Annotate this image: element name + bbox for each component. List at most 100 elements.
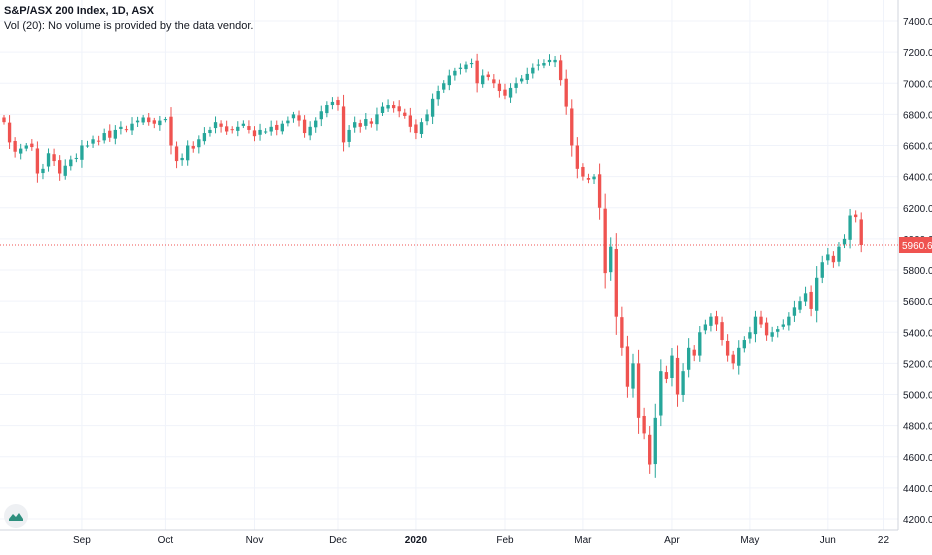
x-tick-label: Dec bbox=[329, 535, 347, 546]
candle-body bbox=[430, 98, 435, 117]
candle-body bbox=[481, 75, 485, 85]
candle-body bbox=[742, 340, 746, 349]
candle-body bbox=[35, 148, 40, 174]
candle-body bbox=[520, 78, 524, 82]
candle-body bbox=[124, 129, 129, 131]
candle-body bbox=[725, 340, 730, 356]
candle-body bbox=[414, 124, 418, 134]
y-tick-label: 7200.0 bbox=[903, 48, 932, 59]
candle-body bbox=[336, 100, 340, 106]
candle-body bbox=[63, 165, 67, 176]
candle-body bbox=[592, 176, 596, 180]
candle-body bbox=[547, 59, 552, 63]
candle-body bbox=[686, 347, 691, 370]
candle-body bbox=[614, 248, 618, 317]
candle-body bbox=[653, 417, 657, 465]
candle-body bbox=[57, 160, 62, 174]
candle-body bbox=[286, 120, 290, 124]
x-tick-label: 22 bbox=[878, 535, 890, 546]
candle-body bbox=[787, 316, 791, 326]
candle-body bbox=[486, 74, 490, 78]
candle-body bbox=[586, 178, 591, 180]
x-tick-label: Mar bbox=[574, 535, 592, 546]
candle-body bbox=[24, 145, 28, 149]
candle-body bbox=[447, 75, 451, 86]
y-tick-label: 5600.0 bbox=[903, 297, 932, 308]
candle-body bbox=[853, 214, 858, 218]
candle-body bbox=[96, 140, 101, 142]
candle-body bbox=[7, 122, 12, 143]
candle-body bbox=[46, 153, 51, 167]
candle-body bbox=[837, 246, 841, 262]
candle-body bbox=[781, 324, 785, 327]
candle-body bbox=[403, 112, 407, 116]
candle-body bbox=[230, 129, 234, 131]
y-tick-label: 5400.0 bbox=[903, 328, 932, 339]
candle-body bbox=[748, 332, 752, 339]
candle-body bbox=[375, 114, 379, 125]
candle-body bbox=[141, 117, 145, 123]
candle-body bbox=[52, 154, 56, 162]
candle-body bbox=[358, 123, 362, 127]
candle-body bbox=[236, 126, 240, 131]
candle-body bbox=[603, 208, 607, 274]
candle-body bbox=[252, 130, 257, 137]
candle-body bbox=[364, 119, 368, 126]
candle-body bbox=[325, 105, 329, 114]
candle-body bbox=[2, 117, 6, 123]
candle-body bbox=[436, 91, 440, 100]
candle-body bbox=[158, 120, 162, 126]
y-tick-label: 4600.0 bbox=[903, 453, 932, 464]
candle-body bbox=[102, 133, 106, 141]
candle-body bbox=[391, 105, 396, 109]
candle-body bbox=[191, 145, 195, 149]
x-tick-label: Apr bbox=[664, 535, 680, 546]
tradingview-logo-icon[interactable] bbox=[4, 504, 28, 528]
candle-body bbox=[219, 123, 223, 127]
candle-body bbox=[703, 324, 708, 331]
candle-body bbox=[314, 120, 318, 128]
candle-body bbox=[269, 126, 273, 132]
candle-body bbox=[297, 115, 301, 121]
candle-body bbox=[302, 119, 307, 134]
y-tick-label: 7400.0 bbox=[903, 17, 932, 28]
candle-body bbox=[558, 60, 563, 81]
x-tick-label: Nov bbox=[246, 535, 264, 546]
y-tick-label: 6200.0 bbox=[903, 204, 932, 215]
candle-body bbox=[258, 129, 262, 135]
x-tick-label: Oct bbox=[158, 535, 174, 546]
chart-title: S&P/ASX 200 Index, 1D, ASX bbox=[4, 5, 154, 17]
grid-layer bbox=[0, 0, 898, 530]
candle-body bbox=[119, 126, 123, 130]
candle-body bbox=[41, 168, 45, 174]
candle-body bbox=[163, 119, 168, 121]
y-tick-label: 5800.0 bbox=[903, 266, 932, 277]
candle-body bbox=[648, 434, 652, 465]
y-tick-label: 6400.0 bbox=[903, 173, 932, 184]
candle-body bbox=[659, 371, 663, 416]
candle-body bbox=[180, 157, 184, 161]
y-tick-label: 5200.0 bbox=[903, 359, 932, 370]
candle-body bbox=[681, 371, 685, 395]
candle-body bbox=[30, 143, 34, 148]
candle-body bbox=[453, 70, 457, 76]
candle-body bbox=[169, 116, 173, 146]
candle-body bbox=[308, 126, 312, 136]
candle-body bbox=[241, 123, 246, 126]
candle-body bbox=[770, 332, 774, 337]
y-tick-label: 6600.0 bbox=[903, 142, 932, 153]
candle-body bbox=[759, 316, 763, 325]
candle-body bbox=[319, 111, 323, 120]
candle-body bbox=[636, 363, 641, 418]
candle-body bbox=[341, 106, 346, 143]
candle-body bbox=[514, 83, 518, 88]
x-tick-label: Feb bbox=[496, 535, 514, 546]
candle-body bbox=[497, 83, 502, 92]
candle-body bbox=[369, 121, 374, 124]
candle-body bbox=[664, 372, 669, 379]
chart-legend: S&P/ASX 200 Index, 1D, ASX Vol (20): No … bbox=[4, 4, 253, 34]
candle-body bbox=[720, 322, 724, 341]
candle-body bbox=[353, 122, 357, 128]
